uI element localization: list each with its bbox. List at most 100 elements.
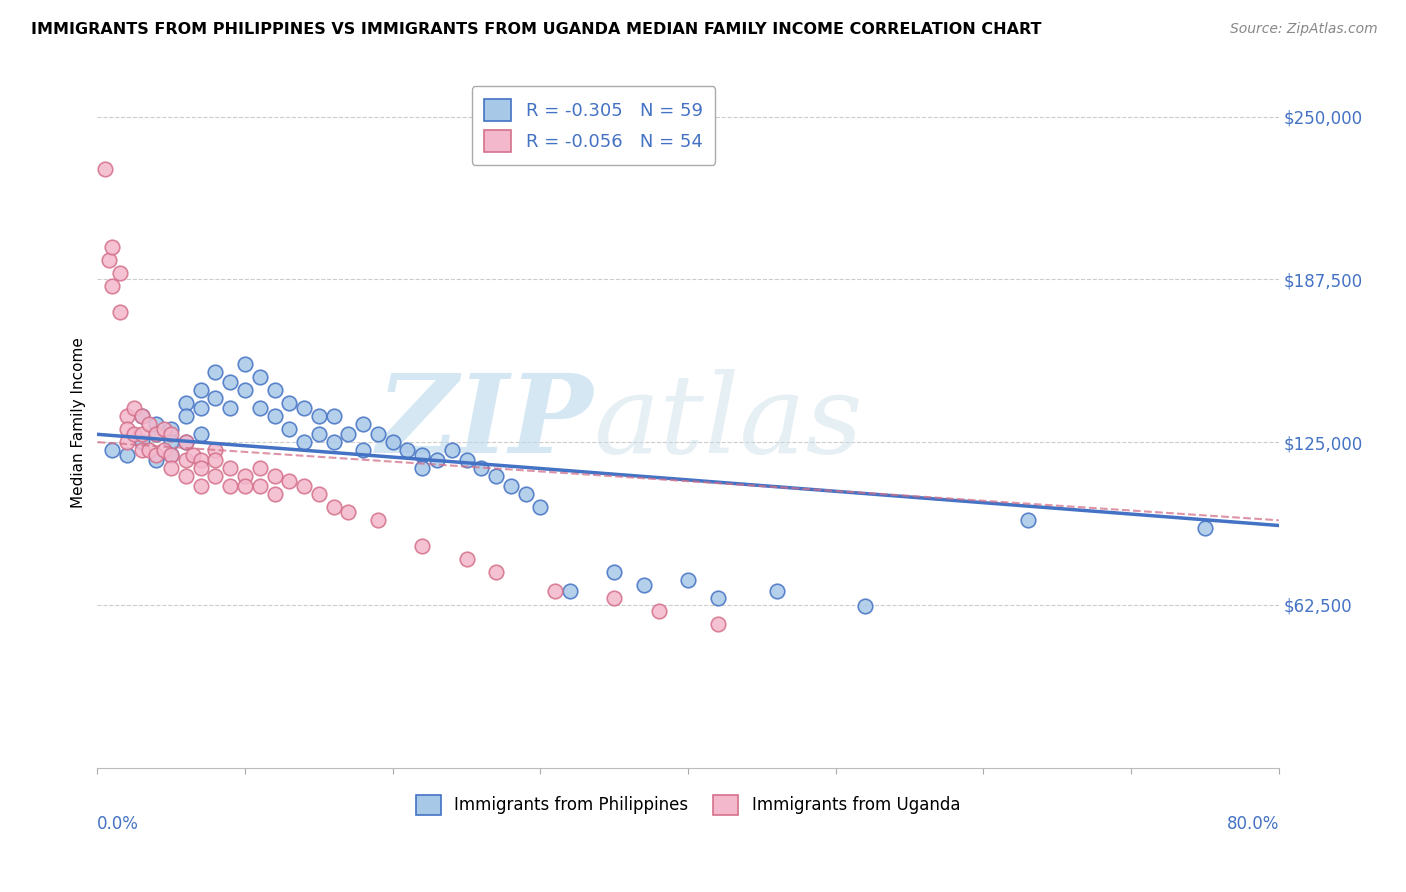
Point — [219, 479, 242, 493]
Point — [131, 435, 153, 450]
Point — [204, 442, 226, 457]
Point — [115, 435, 138, 450]
Point — [292, 401, 315, 416]
Point — [101, 442, 124, 457]
Point — [411, 539, 433, 553]
Point — [647, 604, 669, 618]
Point — [122, 427, 145, 442]
Point — [219, 461, 242, 475]
Point — [440, 442, 463, 457]
Point — [131, 427, 153, 442]
Point — [233, 479, 256, 493]
Legend: Immigrants from Philippines, Immigrants from Uganda: Immigrants from Philippines, Immigrants … — [409, 788, 967, 822]
Point — [190, 453, 212, 467]
Point — [499, 479, 522, 493]
Point — [145, 427, 167, 442]
Point — [278, 474, 301, 488]
Point — [160, 461, 183, 475]
Point — [544, 583, 567, 598]
Point — [204, 453, 226, 467]
Point — [456, 552, 478, 566]
Point — [411, 461, 433, 475]
Point — [233, 383, 256, 397]
Point — [101, 278, 124, 293]
Point — [249, 461, 271, 475]
Point — [160, 448, 183, 462]
Point — [853, 599, 876, 614]
Point — [470, 461, 492, 475]
Point — [263, 469, 285, 483]
Point — [249, 479, 271, 493]
Point — [204, 391, 226, 405]
Text: ZIP: ZIP — [377, 369, 593, 476]
Y-axis label: Median Family Income: Median Family Income — [72, 337, 86, 508]
Point — [190, 427, 212, 442]
Point — [292, 435, 315, 450]
Point — [322, 500, 344, 515]
Point — [219, 401, 242, 416]
Point — [160, 435, 183, 450]
Point — [249, 401, 271, 416]
Point — [249, 370, 271, 384]
Point — [485, 566, 508, 580]
Point — [233, 357, 256, 371]
Point — [337, 427, 360, 442]
Point — [633, 578, 655, 592]
Point — [278, 396, 301, 410]
Point — [322, 435, 344, 450]
Point — [204, 469, 226, 483]
Point — [603, 566, 626, 580]
Point — [219, 375, 242, 389]
Point — [160, 427, 183, 442]
Point — [485, 469, 508, 483]
Point — [174, 409, 197, 423]
Point — [367, 427, 389, 442]
Point — [131, 442, 153, 457]
Point — [145, 453, 167, 467]
Point — [153, 422, 176, 436]
Point — [160, 448, 183, 462]
Point — [456, 453, 478, 467]
Point — [308, 487, 330, 501]
Point — [278, 422, 301, 436]
Point — [190, 479, 212, 493]
Point — [676, 573, 699, 587]
Point — [411, 448, 433, 462]
Point — [174, 453, 197, 467]
Point — [174, 469, 197, 483]
Point — [145, 427, 167, 442]
Point — [98, 252, 121, 267]
Point — [190, 401, 212, 416]
Point — [131, 409, 153, 423]
Point — [515, 487, 537, 501]
Point — [558, 583, 581, 598]
Point — [322, 409, 344, 423]
Point — [603, 591, 626, 606]
Point — [108, 266, 131, 280]
Text: IMMIGRANTS FROM PHILIPPINES VS IMMIGRANTS FROM UGANDA MEDIAN FAMILY INCOME CORRE: IMMIGRANTS FROM PHILIPPINES VS IMMIGRANT… — [31, 22, 1042, 37]
Point — [131, 409, 153, 423]
Point — [308, 409, 330, 423]
Text: Source: ZipAtlas.com: Source: ZipAtlas.com — [1230, 22, 1378, 37]
Point — [1194, 521, 1216, 535]
Point — [122, 401, 145, 416]
Point — [190, 383, 212, 397]
Point — [108, 305, 131, 319]
Point — [292, 479, 315, 493]
Point — [529, 500, 551, 515]
Point — [233, 469, 256, 483]
Point — [367, 513, 389, 527]
Point — [115, 409, 138, 423]
Point — [308, 427, 330, 442]
Point — [138, 417, 160, 431]
Point — [706, 617, 728, 632]
Point — [337, 506, 360, 520]
Point — [174, 435, 197, 450]
Point — [263, 409, 285, 423]
Point — [396, 442, 419, 457]
Point — [190, 461, 212, 475]
Point — [174, 435, 197, 450]
Point — [381, 435, 404, 450]
Text: 0.0%: 0.0% — [97, 814, 139, 832]
Point — [138, 442, 160, 457]
